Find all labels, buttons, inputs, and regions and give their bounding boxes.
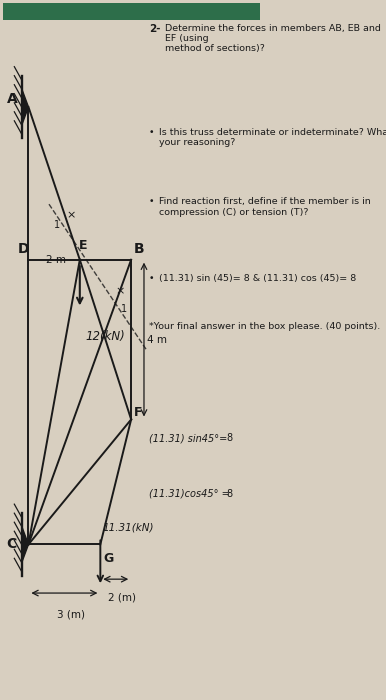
Text: •: • bbox=[149, 274, 155, 283]
Text: •: • bbox=[149, 128, 155, 136]
Text: (11.31) sin (45)= 8 & (11.31) cos (45)= 8: (11.31) sin (45)= 8 & (11.31) cos (45)= … bbox=[159, 274, 357, 283]
Text: 8: 8 bbox=[226, 433, 232, 443]
Text: E: E bbox=[78, 239, 87, 252]
Text: Determine the forces in members AB, EB and EF (using
method of sections)?: Determine the forces in members AB, EB a… bbox=[164, 24, 380, 53]
Text: G: G bbox=[103, 552, 113, 565]
Polygon shape bbox=[22, 90, 29, 125]
Text: ×: × bbox=[116, 286, 125, 296]
Text: 11.31(kN): 11.31(kN) bbox=[103, 523, 154, 533]
Text: Find reaction first, define if the member is in
compression (C) or tension (T)?: Find reaction first, define if the membe… bbox=[159, 197, 371, 216]
Text: 1: 1 bbox=[54, 220, 60, 230]
Text: A: A bbox=[7, 92, 17, 106]
Text: (11.31)cos45° =: (11.31)cos45° = bbox=[149, 489, 230, 499]
Text: 4 m: 4 m bbox=[147, 335, 166, 344]
Text: 2 m: 2 m bbox=[46, 255, 66, 265]
Text: 12(kN): 12(kN) bbox=[85, 330, 125, 342]
Text: C: C bbox=[7, 537, 17, 551]
Text: (11.31) sin45°=: (11.31) sin45°= bbox=[149, 433, 227, 443]
Text: D: D bbox=[18, 241, 30, 255]
Text: 1: 1 bbox=[121, 304, 127, 314]
Text: 3 (m): 3 (m) bbox=[57, 610, 85, 620]
Text: 2-: 2- bbox=[149, 24, 161, 34]
Text: •: • bbox=[149, 197, 155, 206]
Text: F: F bbox=[134, 406, 142, 419]
FancyBboxPatch shape bbox=[3, 3, 259, 20]
Text: *Your final answer in the box please. (40 points).: *Your final answer in the box please. (4… bbox=[149, 322, 380, 331]
Polygon shape bbox=[22, 527, 29, 562]
Text: 8: 8 bbox=[226, 489, 232, 499]
Text: 2 (m): 2 (m) bbox=[108, 592, 136, 602]
Text: ×: × bbox=[67, 210, 76, 220]
Text: B: B bbox=[134, 241, 144, 255]
Text: Is this truss determinate or indeterminate? What's
your reasoning?: Is this truss determinate or indetermina… bbox=[159, 128, 386, 147]
